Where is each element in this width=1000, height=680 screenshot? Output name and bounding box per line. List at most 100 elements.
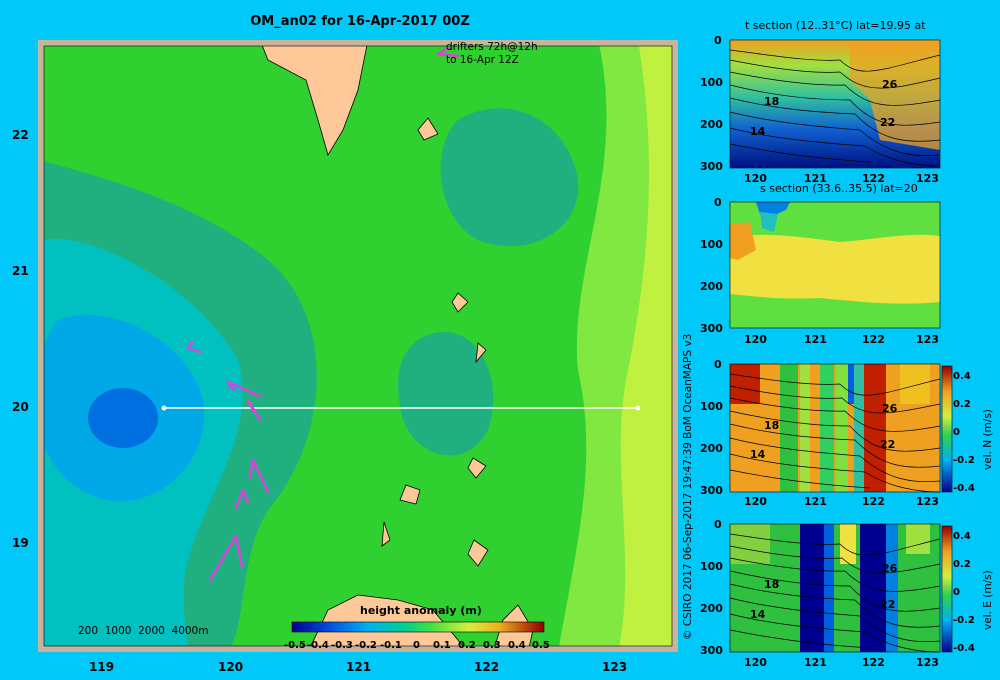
x-tick-label: 121 <box>346 660 372 674</box>
island <box>451 292 469 313</box>
field-yellow-east <box>619 46 672 646</box>
x-tick-label: 122 <box>474 660 500 674</box>
colorbar-tick: 0.1 <box>433 640 451 651</box>
y-tick-label: 100 <box>700 560 723 573</box>
salinity-section <box>729 201 941 329</box>
y-tick-label: 300 <box>700 644 723 657</box>
vel-e-section <box>729 523 941 653</box>
contour-label: 18 <box>764 419 780 432</box>
island <box>467 457 487 479</box>
x-tick-label: 121 <box>804 333 827 346</box>
colorbar-tick: -0.4 <box>953 643 975 654</box>
x-tick-label: 119 <box>89 660 115 674</box>
colorbar-tick: 0.4 <box>953 371 971 382</box>
temperature-section <box>729 39 941 169</box>
field-blue-low-core <box>88 388 158 448</box>
drifter-note: drifters 72h@12h <box>446 41 538 53</box>
x-tick-label: 122 <box>862 172 885 185</box>
y-tick-label: 200 <box>700 118 723 131</box>
field-teal-northeast <box>440 108 579 247</box>
section-endpoint <box>635 405 641 411</box>
drifter-note: to 16-Apr 12Z <box>446 54 519 66</box>
colorbar-label: vel. E (m/s) <box>982 570 994 630</box>
vel-n-section <box>729 363 941 493</box>
y-tick-label: 0 <box>714 518 722 531</box>
y-tick-label: 20 <box>12 400 29 414</box>
island <box>475 342 487 364</box>
contour-label: 26 <box>882 78 898 91</box>
y-tick-label: 0 <box>714 358 722 371</box>
depth-legend: 200 1000 2000 4000m <box>78 625 209 637</box>
panel-title: s section (33.6..35.5) lat=20 <box>760 182 918 195</box>
field-teal-center <box>398 332 494 456</box>
vel-e-colorbar <box>941 525 953 653</box>
credit-text: © CSIRO 2017 06-Sep-2017 19:47:39 BoM Oc… <box>682 333 694 640</box>
x-tick-label: 120 <box>744 656 767 669</box>
y-tick-label: 100 <box>700 238 723 251</box>
y-tick-label: 200 <box>700 280 723 293</box>
y-tick-label: 100 <box>700 400 723 413</box>
y-tick-label: 200 <box>700 442 723 455</box>
colorbar-tick: -0.1 <box>380 640 402 651</box>
contour-lines <box>729 49 941 167</box>
contour-label: 22 <box>880 116 896 129</box>
island <box>467 539 489 567</box>
contour-lines <box>729 373 941 493</box>
x-tick-label: 123 <box>916 172 939 185</box>
x-tick-label: 122 <box>862 656 885 669</box>
colorbar-tick: 0.3 <box>483 640 501 651</box>
colorbar-tick: 0.2 <box>953 559 971 570</box>
y-tick-label: 22 <box>12 128 29 142</box>
section-endpoint <box>161 405 167 411</box>
contour-label: 18 <box>764 578 780 591</box>
contour-label: 26 <box>882 402 898 415</box>
contour-label: 26 <box>882 562 898 575</box>
colorbar-tick: 0.4 <box>953 531 971 542</box>
land-north <box>261 46 368 156</box>
map-border <box>43 45 673 647</box>
x-tick-label: 121 <box>804 172 827 185</box>
contour-label: 14 <box>750 448 766 461</box>
salinity-yellow <box>730 234 940 304</box>
colorbar-label: vel. N (m/s) <box>982 409 994 470</box>
colorbar-tick: -0.2 <box>953 455 975 466</box>
colorbar-title: height anomaly (m) <box>360 604 482 617</box>
y-tick-label: 300 <box>700 160 723 173</box>
colorbar-tick: -0.5 <box>284 640 306 651</box>
y-tick-label: 19 <box>12 536 29 550</box>
colorbar-tick: -0.4 <box>307 640 329 651</box>
y-tick-label: 200 <box>700 602 723 615</box>
y-tick-label: 300 <box>700 484 723 497</box>
drifter-tracks <box>186 46 460 582</box>
colorbar-tick: 0 <box>413 640 420 651</box>
x-tick-label: 122 <box>862 495 885 508</box>
panel-title: t section (12..31°C) lat=19.95 at <box>745 19 926 32</box>
colorbar-tick: 0 <box>953 427 960 438</box>
colorbar-tick: -0.2 <box>953 615 975 626</box>
contour-label: 14 <box>750 125 766 138</box>
map-title: OM_an02 for 16-Apr-2017 00Z <box>250 14 470 29</box>
colorbar-tick: 0.5 <box>532 640 550 651</box>
x-tick-label: 121 <box>804 495 827 508</box>
colorbar-tick: 0.2 <box>953 399 971 410</box>
island <box>381 521 391 547</box>
salinity-cyan <box>760 212 778 232</box>
land-south <box>310 594 464 646</box>
height-anomaly-map <box>38 40 678 652</box>
colorbar-tick: -0.3 <box>331 640 353 651</box>
colorbar-tick: 0.4 <box>508 640 526 651</box>
contour-label: 22 <box>880 438 896 451</box>
vel-n-colorbar <box>941 365 953 493</box>
y-tick-label: 100 <box>700 76 723 89</box>
y-tick-label: 300 <box>700 322 723 335</box>
y-tick-label: 0 <box>714 34 722 47</box>
x-tick-label: 123 <box>916 495 939 508</box>
colorbar-tick: -0.2 <box>355 640 377 651</box>
contour-label: 18 <box>764 95 780 108</box>
contour-label: 22 <box>880 598 896 611</box>
island <box>417 117 439 141</box>
colorbar-tick: -0.4 <box>953 483 975 494</box>
warm-east-region <box>850 40 940 150</box>
contour-label: 14 <box>750 608 766 621</box>
y-tick-label: 21 <box>12 264 29 278</box>
